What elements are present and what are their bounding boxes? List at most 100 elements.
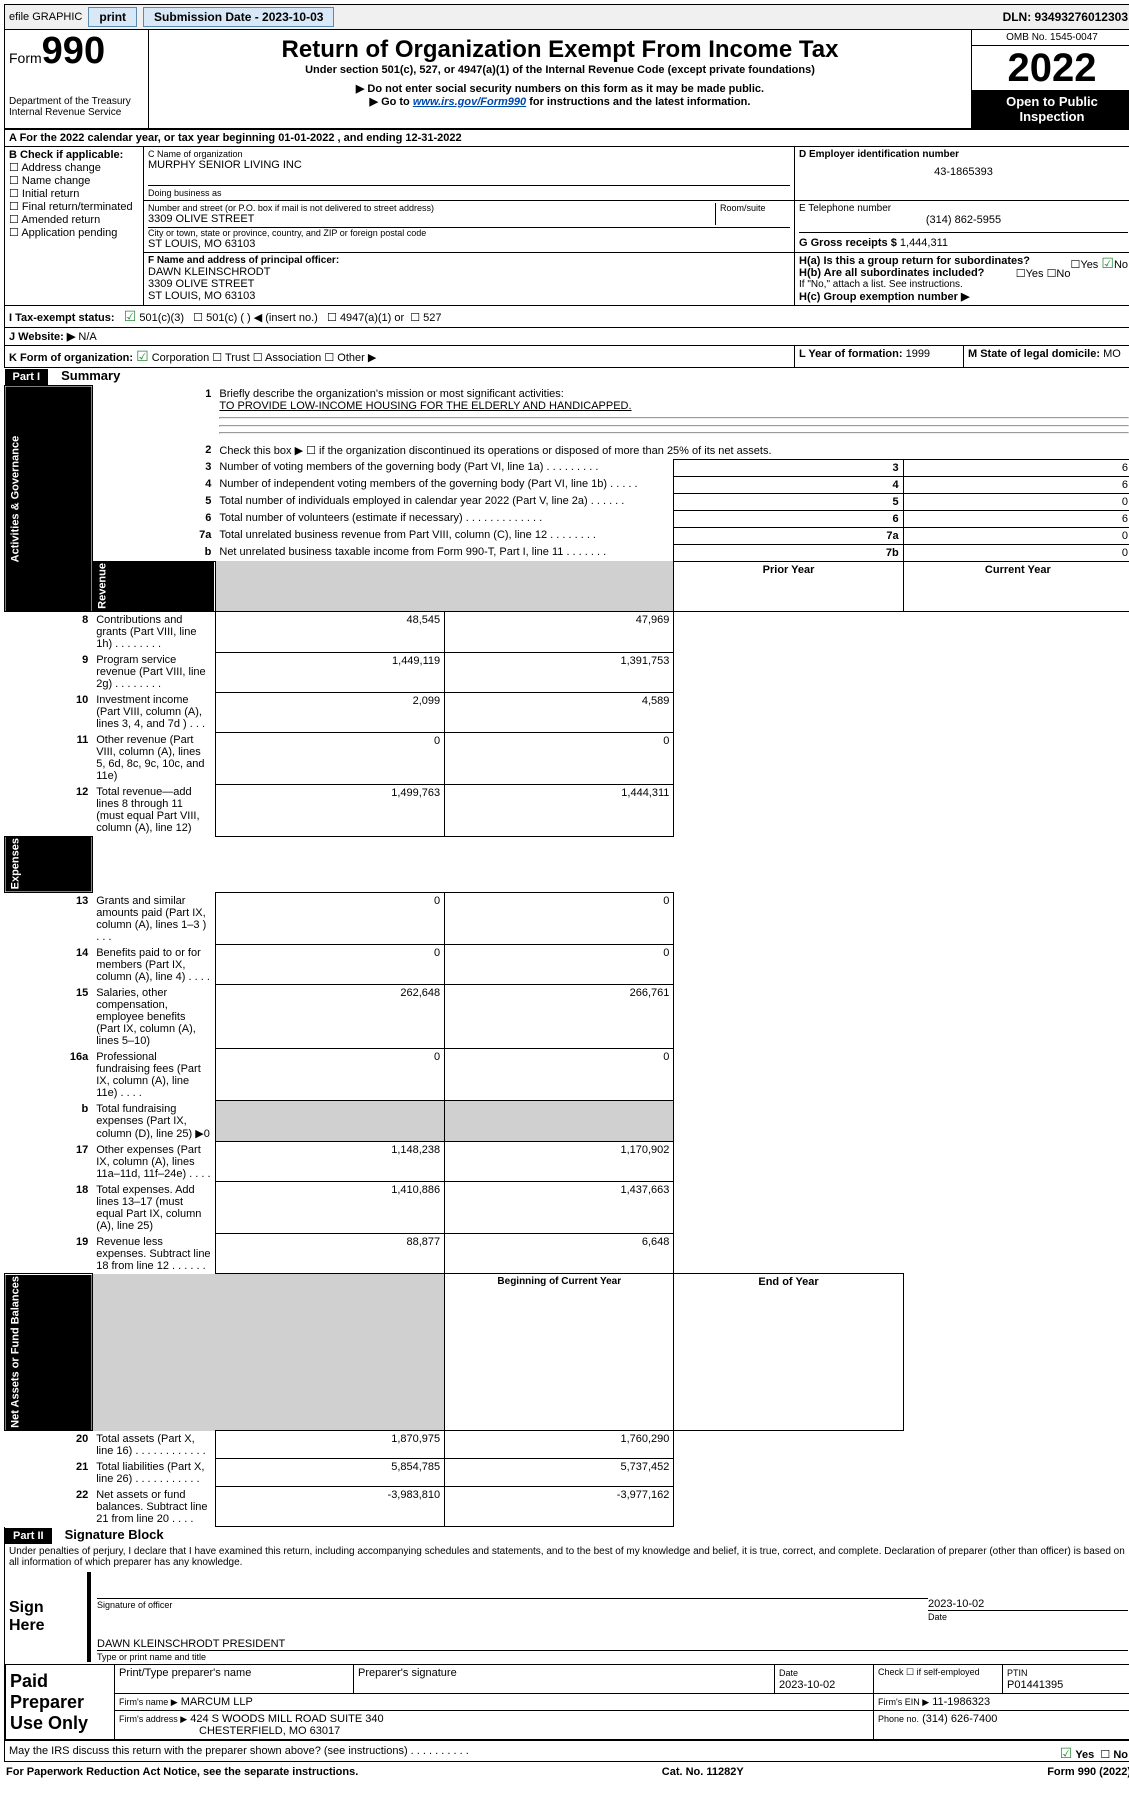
sig-date-value: 2023-10-02 [928,1598,1128,1610]
gov-line-text: Number of voting members of the governin… [215,459,674,476]
check-corp-icon[interactable]: ☑ [136,348,149,364]
type-name-label: Type or print name and title [97,1650,1128,1662]
check-self[interactable]: Check ☐ if self-employed [874,1665,1003,1694]
net-end: 1,760,290 [445,1431,674,1459]
gov-line-val: 6 [903,459,1129,476]
instructions-link[interactable]: www.irs.gov/Form990 [413,96,526,108]
exp-current: 266,761 [445,985,674,1049]
exp-line-text: Other expenses (Part IX, column (A), lin… [92,1142,215,1182]
exp-current [445,1101,674,1142]
date-label: Date [928,1610,1128,1622]
street-address: 3309 OLIVE STREET [148,213,715,225]
prep-sig-label: Preparer's signature [354,1665,775,1694]
subtitle-1: Under section 501(c), 527, or 4947(a)(1)… [155,64,965,76]
org-name: MURPHY SENIOR LIVING INC [148,159,790,171]
city-label: City or town, state or province, country… [148,228,790,238]
officer-addr1: 3309 OLIVE STREET [148,278,790,290]
gov-line-text: Total number of individuals employed in … [215,493,674,510]
hb-checks[interactable]: ☐Yes ☐No [1016,267,1071,280]
col-beginning: Beginning of Current Year [445,1274,674,1431]
check-501c3-icon[interactable]: ☑ [124,308,137,324]
b-opt-5[interactable]: ☐ Application pending [9,226,139,239]
gov-line-val: 6 [903,510,1129,527]
efile-label: efile GRAPHIC [9,11,82,23]
b-opt-2[interactable]: ☐ Initial return [9,187,139,200]
may-irs-checks[interactable]: ☑ Yes ☐ No [1060,1745,1128,1762]
net-beginning: 5,854,785 [215,1459,444,1487]
exp-current: 1,437,663 [445,1182,674,1234]
exp-current: 0 [445,1049,674,1101]
gov-line-text: Number of independent voting members of … [215,476,674,493]
footer-right: Form 990 (2022) [1047,1766,1129,1778]
exp-prior: 0 [215,893,444,945]
b-opt-0[interactable]: ☐ Address change [9,161,139,174]
net-end: 5,737,452 [445,1459,674,1487]
exp-line-text: Revenue less expenses. Subtract line 18 … [92,1234,215,1274]
state-domicile: MO [1103,348,1121,360]
q1-text: Briefly describe the organization's miss… [219,388,563,400]
part2-title: Signature Block [65,1527,164,1542]
gov-line-text: Total number of volunteers (estimate if … [215,510,674,527]
rev-prior: 1,449,119 [215,652,444,692]
irs-label: Internal Revenue Service [9,107,144,118]
exp-line-text: Grants and similar amounts paid (Part IX… [92,893,215,945]
topbar: efile GRAPHIC print Submission Date - 20… [4,4,1129,30]
rev-prior: 0 [215,732,444,784]
dln-label: DLN: 93493276012303 [1003,10,1128,24]
exp-prior: 1,148,238 [215,1142,444,1182]
net-beginning: 1,870,975 [215,1431,444,1459]
firm-addr2: CHESTERFIELD, MO 63017 [199,1725,340,1737]
part1-hdr: Part I [5,369,49,385]
subtitle-2: ▶ Do not enter social security numbers o… [155,82,965,95]
net-beginning: -3,983,810 [215,1487,444,1527]
paid-preparer-label: Paid Preparer Use Only [6,1665,115,1740]
gov-line-val: 0 [903,493,1129,510]
hc-label: H(c) Group exemption number ▶ [799,291,969,303]
dba-label: Doing business as [148,185,790,198]
header-left: Form990 Department of the Treasury Inter… [5,30,149,128]
dept-label: Department of the Treasury [9,96,144,107]
f-label: F Name and address of principal officer: [148,255,790,266]
gov-line-val: 0 [903,527,1129,544]
ha-checks[interactable]: ☐Yes ☑No [1071,255,1129,272]
prep-name-label: Print/Type preparer's name [115,1665,354,1694]
ein-value: 43-1865393 [799,166,1128,178]
page-footer: For Paperwork Reduction Act Notice, see … [4,1762,1129,1782]
gov-line-num: 6 [674,510,903,527]
gov-line-text: Net unrelated business taxable income fr… [215,544,674,561]
sub3-post: for instructions and the latest informat… [529,96,750,108]
q2-text: Check this box ▶ ☐ if the organization d… [215,442,1129,460]
b-opt-4[interactable]: ☐ Amended return [9,213,139,226]
i-label: I Tax-exempt status: [9,312,115,324]
rev-current: 4,589 [445,692,674,732]
firm-addr1: 424 S WOODS MILL ROAD SUITE 340 [190,1713,383,1725]
ptin-value: P01441395 [1007,1679,1063,1691]
side-netassets: Net Assets or Fund Balances [5,1274,93,1431]
net-end: -3,977,162 [445,1487,674,1527]
print-button[interactable]: print [88,7,137,27]
b-opt-1[interactable]: ☐ Name change [9,174,139,187]
exp-current: 6,648 [445,1234,674,1274]
part1-table: Part I Summary Activities & Governance 1… [4,368,1129,1527]
exp-prior: 262,648 [215,985,444,1049]
omb-number: OMB No. 1545-0047 [972,30,1129,46]
exp-current: 0 [445,893,674,945]
officer-name: DAWN KLEINSCHRODT [148,266,790,278]
open-public-badge: Open to Public Inspection [972,90,1129,128]
phone-value: (314) 862-5955 [799,214,1128,226]
gov-line-num: 3 [674,459,903,476]
rev-line-text: Other revenue (Part VIII, column (A), li… [92,732,215,784]
firm-phone: (314) 626-7400 [922,1713,997,1725]
col-endyear: End of Year [674,1274,903,1431]
exp-line-text: Benefits paid to or for members (Part IX… [92,945,215,985]
gov-line-val: 6 [903,476,1129,493]
gov-line-num: 5 [674,493,903,510]
line-a: A For the 2022 calendar year, or tax yea… [5,130,1129,147]
m-label: M State of legal domicile: [968,348,1100,360]
addr-label: Number and street (or P.O. box if mail i… [148,203,715,213]
rev-prior: 48,545 [215,612,444,653]
firm-name: MARCUM LLP [181,1696,253,1708]
sig-officer-label: Signature of officer [97,1598,928,1622]
b-opt-3[interactable]: ☐ Final return/terminated [9,200,139,213]
c-label: C Name of organization [148,149,790,159]
